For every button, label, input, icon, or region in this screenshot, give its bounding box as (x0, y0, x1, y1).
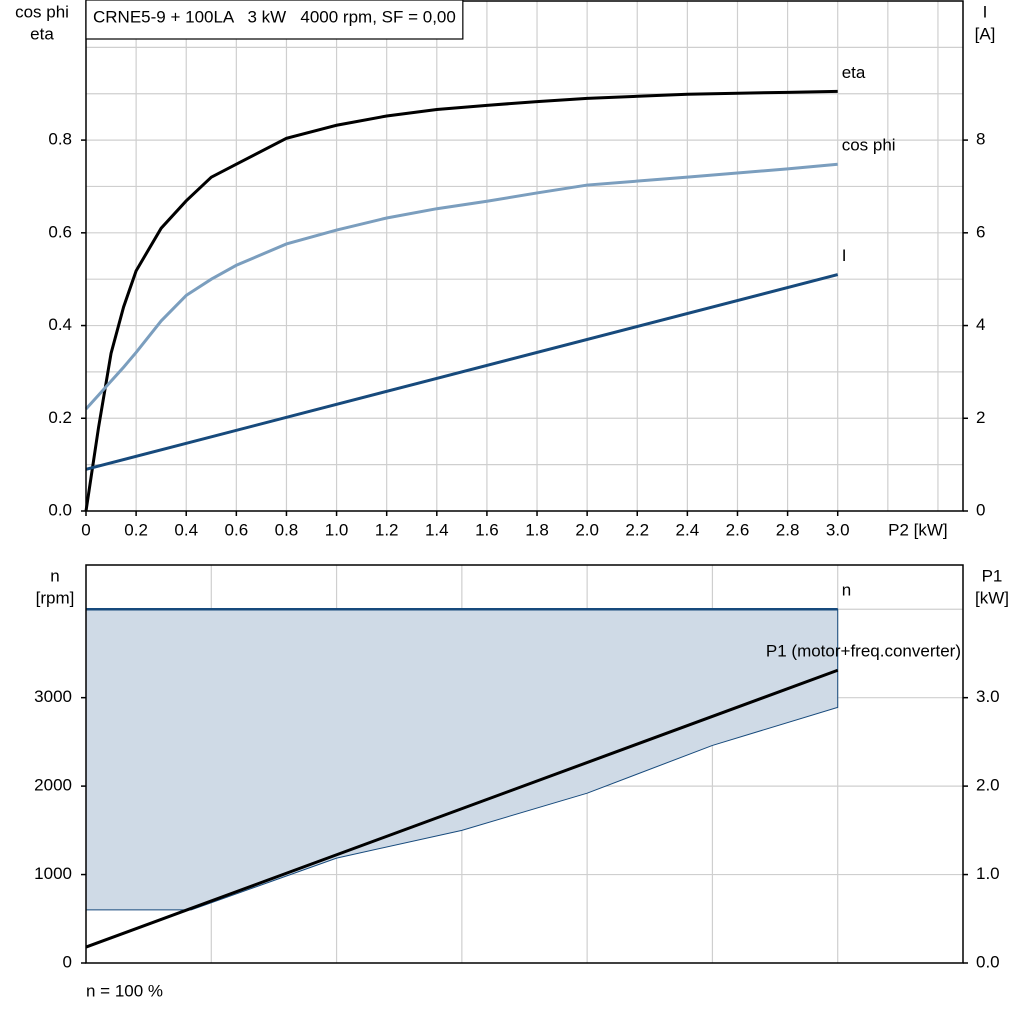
y-axis-label: eta (30, 24, 54, 43)
y2-tick-label: 2 (976, 408, 985, 427)
series-line (84, 162, 838, 411)
title-box (85, 0, 464, 40)
series-label: eta (842, 63, 866, 82)
x-tick-label: 1.4 (425, 520, 449, 539)
y2-tick-label: 4 (976, 315, 985, 334)
x-tick-label: 0.4 (174, 520, 198, 539)
x-tick-label: 2.2 (625, 520, 649, 539)
y-tick-label: 0.0 (48, 500, 72, 519)
y-tick-label: 1000 (34, 864, 72, 883)
y2-tick-label: 1.0 (976, 864, 1000, 883)
x-tick-label: 2.4 (676, 520, 700, 539)
chart-title: CRNE5-9 + 100LA 3 kW 4000 rpm, SF = 0,00 (93, 7, 456, 26)
x-tick-label: 1.8 (525, 520, 549, 539)
series-line (85, 668, 839, 949)
x-tick-label: 0.8 (275, 520, 299, 539)
x-tick-label: 2.0 (575, 520, 599, 539)
x-tick-label: 3.0 (826, 520, 850, 539)
y-tick-label: 2000 (34, 776, 72, 795)
y2-tick-label: 0.0 (976, 952, 1000, 971)
x-tick-label: 0.2 (124, 520, 148, 539)
y2-axis-label: [A] (975, 24, 996, 43)
note: n = 100 % (86, 981, 163, 1000)
x-tick-label: 0 (81, 520, 90, 539)
y-tick-label: 0 (63, 952, 72, 971)
plot-frame (85, 564, 964, 964)
y-axis-label: cos phi (15, 2, 69, 21)
series-label: cos phi (842, 136, 896, 155)
y-tick-label: 0.6 (48, 222, 72, 241)
y-tick-label: 0.8 (48, 130, 72, 149)
y2-tick-label: 3.0 (976, 687, 1000, 706)
x-axis-label: P2 [kW] (888, 520, 948, 539)
plot-frame (85, 0, 964, 512)
x-tick-label: 1.2 (375, 520, 399, 539)
y2-tick-label: 2.0 (976, 776, 1000, 795)
series-line (85, 273, 839, 471)
x-tick-label: 1.0 (325, 520, 349, 539)
y2-tick-label: 6 (976, 222, 985, 241)
series-line (84, 89, 838, 512)
y-axis-label: n (50, 566, 59, 585)
x-tick-label: 2.8 (776, 520, 800, 539)
x-tick-label: 0.6 (225, 520, 249, 539)
y-tick-label: 0.2 (48, 408, 72, 427)
y-axis-label: [rpm] (36, 588, 75, 607)
y2-axis-label: I (983, 2, 988, 21)
x-tick-label: 1.6 (475, 520, 499, 539)
y2-tick-label: 0 (976, 500, 985, 519)
series-label: I (842, 246, 847, 265)
y-tick-label: 3000 (34, 687, 72, 706)
shaded-range (85, 608, 839, 911)
series-label: n (842, 581, 851, 600)
x-tick-label: 2.6 (726, 520, 750, 539)
y2-axis-label: P1 (982, 566, 1003, 585)
y2-axis-label: [kW] (975, 588, 1009, 607)
series-label: P1 (motor+freq.converter) (766, 642, 961, 661)
y2-tick-label: 8 (976, 130, 985, 149)
y-tick-label: 0.4 (48, 315, 72, 334)
